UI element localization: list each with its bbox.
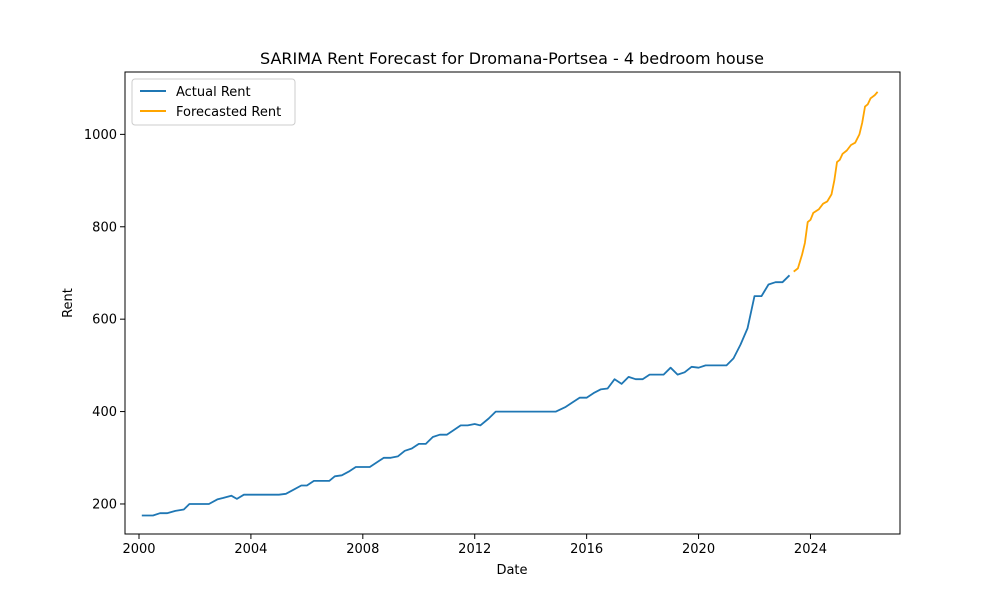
x-tick-label: 2012	[458, 542, 491, 557]
x-axis-title: Date	[496, 563, 527, 578]
y-tick-label: 200	[92, 497, 117, 512]
y-tick-label: 400	[92, 405, 117, 420]
legend: Actual Rent Forecasted Rent	[131, 78, 296, 126]
y-axis-title: Rent	[61, 288, 76, 318]
y-tick-label: 600	[92, 313, 117, 328]
series-layer	[141, 91, 879, 517]
x-tick-label: 2024	[794, 542, 827, 557]
legend-box	[131, 78, 296, 126]
chart-title: SARIMA Rent Forecast for Dromana-Portsea…	[260, 49, 764, 68]
x-tick-label: 2008	[346, 542, 379, 557]
x-axis: 2000 2004 2008 2012 2016 2020 2024	[122, 534, 827, 557]
y-tick-label: 1000	[84, 128, 117, 143]
x-tick-label: 2004	[234, 542, 267, 557]
plot-area: 2000 2004 2008 2012 2016 2020 2024 200 400 600 80…	[84, 71, 901, 557]
series-line-actual	[141, 274, 791, 517]
legend-label-forecast: Forecasted Rent	[176, 105, 281, 120]
x-tick-label: 2000	[122, 542, 155, 557]
x-tick-label: 2020	[682, 542, 715, 557]
y-axis: 200 400 600 800 1000	[84, 128, 125, 512]
y-tick-label: 800	[92, 220, 117, 235]
plot-frame	[124, 71, 901, 535]
legend-label-actual: Actual Rent	[176, 85, 251, 100]
series-line-forecast	[793, 91, 879, 273]
x-tick-label: 2016	[570, 542, 603, 557]
